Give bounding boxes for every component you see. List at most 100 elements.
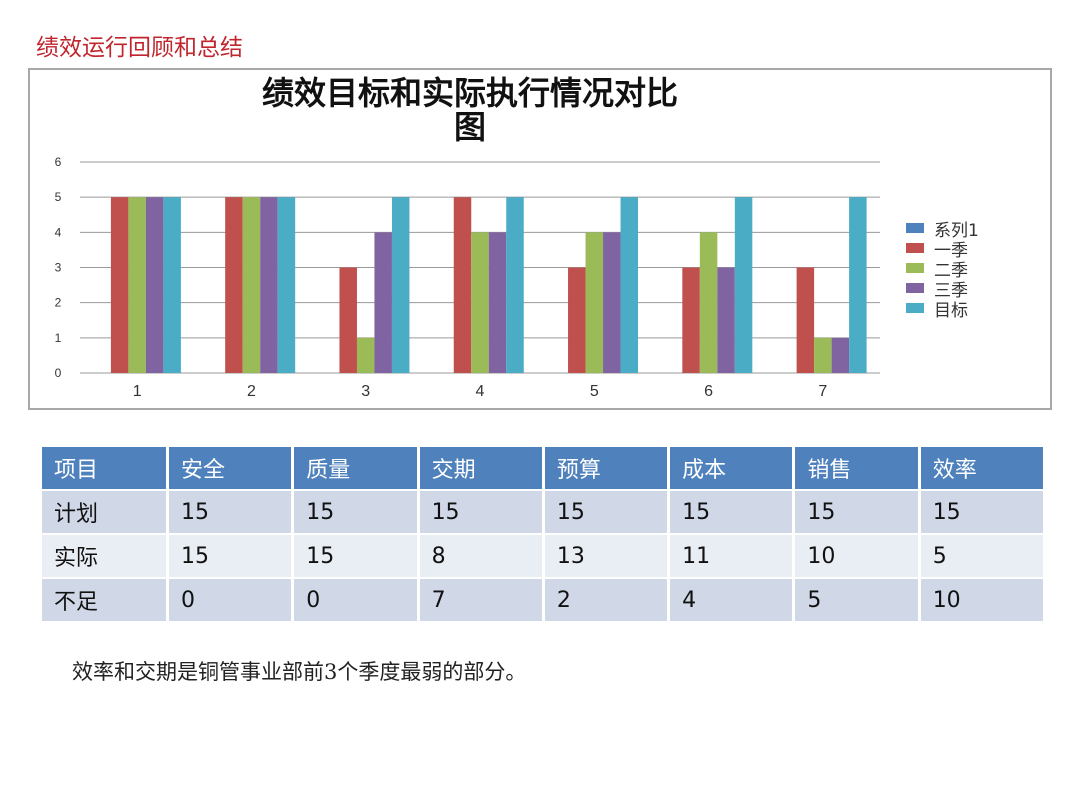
y-tick-label: 1 bbox=[55, 331, 62, 345]
table-row: 实际 15 15 8 13 11 10 5 bbox=[42, 535, 1046, 579]
y-tick-label: 3 bbox=[55, 261, 62, 275]
bar bbox=[831, 337, 850, 373]
table-header-cell: 预算 bbox=[544, 447, 671, 491]
y-tick-label: 6 bbox=[55, 155, 62, 169]
summary-note: 效率和交期是铜管事业部前3个季度最弱的部分。 bbox=[72, 660, 527, 684]
page-title: 绩效运行回顾和总结 bbox=[36, 35, 243, 61]
legend-item: 系列1 bbox=[906, 218, 979, 241]
y-tick-label: 0 bbox=[55, 366, 62, 380]
legend-swatch bbox=[906, 243, 924, 253]
table-row: 计划 15 15 15 15 15 15 15 bbox=[42, 491, 1046, 535]
bar bbox=[796, 267, 815, 373]
legend-swatch bbox=[906, 303, 924, 313]
table-cell: 5 bbox=[795, 579, 921, 623]
table-cell: 0 bbox=[294, 579, 420, 623]
legend-item: 三季 bbox=[906, 278, 979, 301]
table-cell: 10 bbox=[920, 579, 1046, 623]
x-tick-label: 2 bbox=[247, 383, 256, 400]
legend-item: 二季 bbox=[906, 258, 979, 281]
y-tick-label: 2 bbox=[55, 296, 62, 310]
table-cell: 15 bbox=[795, 491, 921, 535]
x-tick-label: 4 bbox=[476, 383, 485, 400]
legend-swatch bbox=[906, 223, 924, 233]
legend-item: 一季 bbox=[906, 238, 979, 261]
x-tick-label: 5 bbox=[590, 383, 599, 400]
bar bbox=[453, 197, 472, 373]
bar bbox=[356, 337, 375, 373]
chart-title: 绩效目标和实际执行情况对比 图 bbox=[30, 76, 910, 144]
bar bbox=[734, 197, 753, 373]
table-cell: 15 bbox=[169, 491, 295, 535]
table-header-row: 项目 安全 质量 交期 预算 成本 销售 效率 bbox=[42, 447, 1046, 491]
bar bbox=[277, 197, 296, 373]
bar bbox=[814, 337, 832, 373]
table-cell: 2 bbox=[544, 579, 671, 623]
bar bbox=[585, 232, 604, 373]
legend-swatch bbox=[906, 283, 924, 293]
table-cell: 7 bbox=[419, 579, 545, 623]
table-cell: 15 bbox=[294, 491, 420, 535]
bar bbox=[506, 197, 524, 373]
bar bbox=[699, 232, 718, 373]
table-row-label: 计划 bbox=[42, 491, 169, 535]
x-tick-label: 3 bbox=[361, 383, 370, 400]
table-cell: 13 bbox=[544, 535, 671, 579]
bar bbox=[374, 232, 392, 373]
legend-label: 目标 bbox=[934, 300, 968, 321]
table-header-cell: 项目 bbox=[42, 447, 169, 491]
table-header-cell: 安全 bbox=[169, 447, 295, 491]
chart-legend: 系列1 一季 二季 三季 目标 bbox=[906, 218, 979, 321]
table-row: 不足 0 0 7 2 4 5 10 bbox=[42, 579, 1046, 623]
table-row-label: 实际 bbox=[42, 535, 169, 579]
bar-chart: 0 1 2 3 4 5 6 1 2 3 4 5 6 7 bbox=[55, 155, 880, 400]
table-row-label: 不足 bbox=[42, 579, 169, 623]
table-cell: 5 bbox=[920, 535, 1046, 579]
table-cell: 15 bbox=[419, 491, 545, 535]
bar bbox=[682, 267, 700, 373]
bar bbox=[568, 267, 586, 373]
bar bbox=[620, 197, 639, 373]
table-cell: 15 bbox=[169, 535, 295, 579]
table-cell: 15 bbox=[920, 491, 1046, 535]
table-cell: 10 bbox=[795, 535, 921, 579]
table-cell: 0 bbox=[169, 579, 295, 623]
bar bbox=[339, 267, 357, 373]
legend-label: 系列1 bbox=[934, 220, 979, 241]
bar bbox=[242, 197, 261, 373]
legend-item: 目标 bbox=[906, 298, 979, 321]
table-header-cell: 销售 bbox=[795, 447, 921, 491]
y-tick-label: 5 bbox=[55, 190, 62, 204]
legend-label: 一季 bbox=[934, 240, 968, 261]
bar bbox=[717, 267, 735, 373]
chart-title-line-2: 图 bbox=[453, 108, 486, 146]
bar bbox=[603, 232, 621, 373]
table-header-cell: 效率 bbox=[920, 447, 1046, 491]
table-cell: 15 bbox=[670, 491, 796, 535]
table-header-cell: 交期 bbox=[419, 447, 545, 491]
legend-label: 二季 bbox=[934, 260, 968, 281]
bar bbox=[145, 197, 164, 373]
bar bbox=[488, 232, 507, 373]
table-header-cell: 成本 bbox=[670, 447, 796, 491]
bar bbox=[225, 197, 243, 373]
table-cell: 4 bbox=[670, 579, 796, 623]
bar bbox=[471, 232, 489, 373]
legend-label: 三季 bbox=[934, 280, 968, 301]
legend-swatch bbox=[906, 263, 924, 273]
table-cell: 15 bbox=[544, 491, 671, 535]
bar bbox=[110, 197, 129, 373]
bar bbox=[260, 197, 278, 373]
bar bbox=[128, 197, 146, 373]
table-cell: 8 bbox=[419, 535, 545, 579]
bar bbox=[163, 197, 181, 373]
table-cell: 15 bbox=[294, 535, 420, 579]
chart-title-line-1: 绩效目标和实际执行情况对比 bbox=[261, 74, 678, 112]
data-table: 项目 安全 质量 交期 预算 成本 销售 效率 计划 15 15 15 15 1… bbox=[42, 447, 1046, 623]
chart-frame: 绩效目标和实际执行情况对比 图 0 1 2 3 4 5 6 1 2 3 4 5 6 7 系列1 一季 二季 三季… bbox=[28, 68, 1052, 410]
x-tick-label: 6 bbox=[704, 383, 713, 400]
bar bbox=[391, 197, 410, 373]
x-tick-label: 7 bbox=[818, 383, 827, 400]
x-tick-label: 1 bbox=[133, 383, 142, 400]
table-cell: 11 bbox=[670, 535, 796, 579]
y-tick-label: 4 bbox=[55, 225, 62, 239]
